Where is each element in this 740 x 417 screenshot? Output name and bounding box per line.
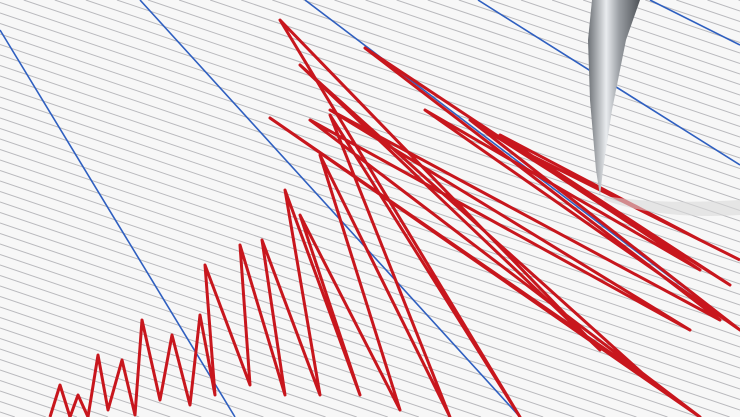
grid-line	[0, 275, 420, 417]
grid-line	[0, 65, 740, 316]
grid-line	[0, 359, 171, 417]
grid-line	[0, 222, 575, 417]
grid-line	[520, 0, 740, 75]
grid-line	[0, 264, 451, 417]
grid-line	[0, 138, 740, 390]
grid-line	[0, 243, 513, 417]
grid-line	[0, 96, 740, 348]
grid-line	[178, 0, 740, 190]
grid-line	[0, 369, 140, 417]
grid-line	[0, 306, 326, 417]
grid-line	[85, 0, 740, 222]
major-line	[649, 0, 740, 46]
grid-line	[0, 285, 388, 417]
major-line	[139, 0, 521, 417]
grid-line	[396, 0, 740, 117]
grid-line	[209, 0, 740, 180]
grid-line	[0, 317, 295, 417]
grid-line	[0, 107, 740, 358]
trace-line	[48, 18, 740, 417]
grid-line	[0, 191, 668, 417]
grid-line	[0, 201, 637, 417]
grid-line	[0, 348, 202, 417]
grid-line	[551, 0, 740, 64]
grid-line	[0, 401, 47, 417]
grid-line	[241, 0, 740, 169]
grid-line	[0, 23, 740, 274]
grid-line	[0, 86, 740, 337]
grid-line	[116, 0, 740, 211]
grid-line	[0, 327, 264, 417]
grid-line	[0, 212, 606, 417]
grid-line	[676, 0, 740, 22]
grid-line	[0, 159, 740, 411]
grid-line	[54, 0, 740, 232]
grid-line	[303, 0, 740, 148]
grid-line	[334, 0, 740, 138]
grid-line	[0, 117, 740, 369]
grid-line	[427, 0, 740, 106]
needle-shadow	[604, 196, 740, 216]
seismic-trace	[48, 18, 740, 417]
grid-line	[0, 411, 15, 417]
grid-line	[272, 0, 740, 159]
grid-line	[0, 254, 482, 417]
grid-line	[365, 0, 740, 127]
needle-body	[588, 0, 640, 196]
seismograph-needle	[588, 0, 740, 216]
grid-line	[0, 390, 78, 417]
grid-line	[0, 233, 544, 417]
grid-line	[707, 0, 740, 12]
